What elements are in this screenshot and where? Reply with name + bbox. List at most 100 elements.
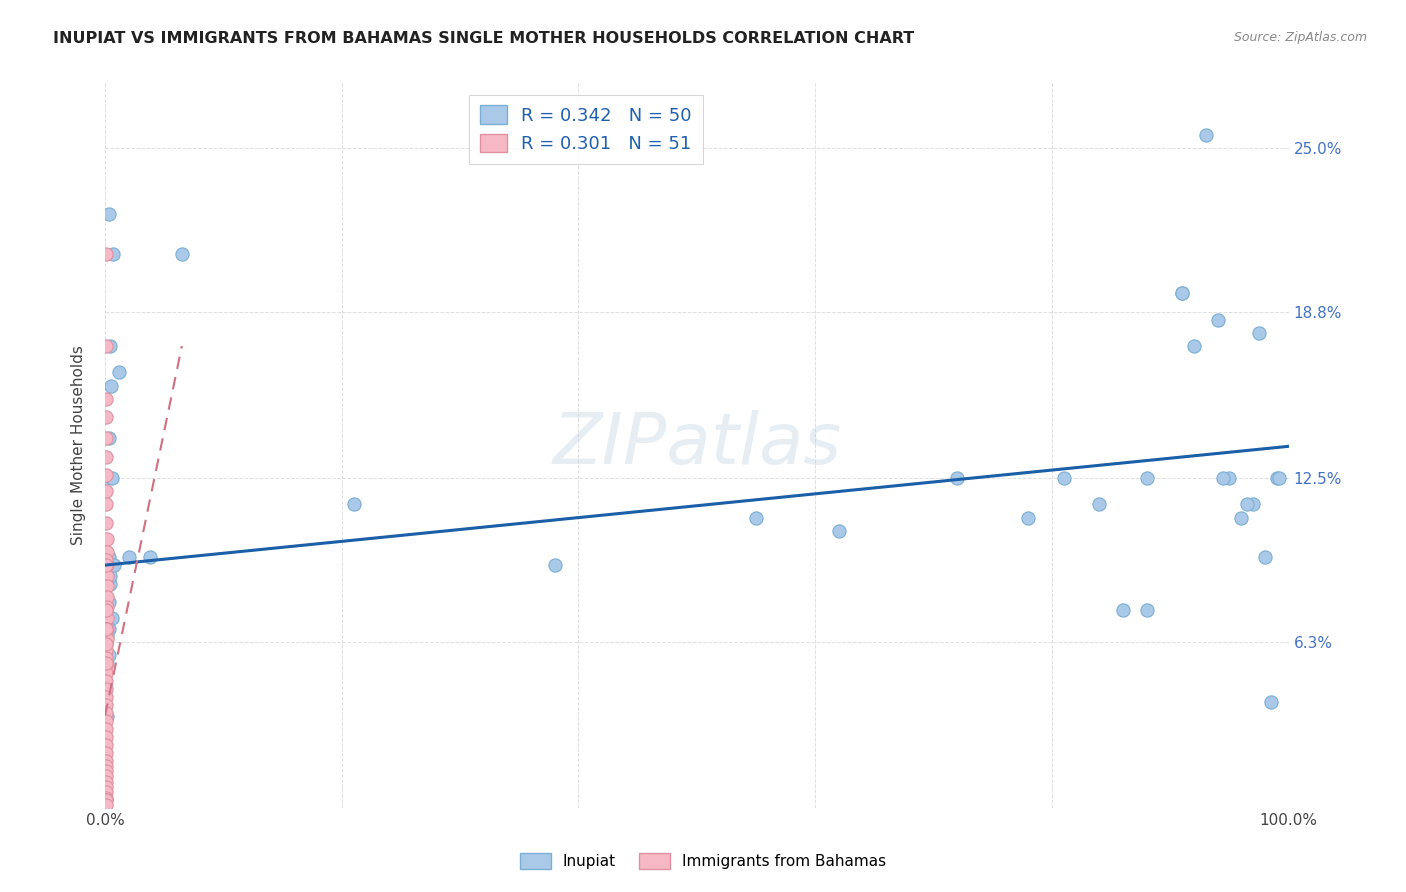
Immigrants from Bahamas: [96, 637, 118, 651]
Immigrants from Bahamas: [96, 650, 118, 665]
Immigrants from Bahamas: [96, 682, 118, 697]
Inupiat: [1265, 471, 1288, 485]
Immigrants from Bahamas: [96, 246, 118, 260]
Inupiat: [97, 622, 120, 636]
Immigrants from Bahamas: [96, 793, 118, 807]
Inupiat: [97, 648, 120, 662]
Immigrants from Bahamas: [96, 722, 118, 736]
Immigrants from Bahamas: [96, 690, 118, 705]
Immigrants from Bahamas: [96, 497, 118, 511]
Inupiat: [1241, 497, 1264, 511]
Immigrants from Bahamas: [96, 746, 118, 760]
Immigrants from Bahamas: [96, 468, 118, 483]
Inupiat: [97, 431, 120, 445]
Inupiat: [1260, 696, 1282, 710]
Inupiat: [1088, 497, 1111, 511]
Inupiat: [97, 595, 120, 609]
Immigrants from Bahamas: [96, 759, 118, 773]
Inupiat: [342, 497, 364, 511]
Inupiat: [101, 611, 124, 625]
Immigrants from Bahamas: [96, 769, 118, 783]
Immigrants from Bahamas: [96, 656, 118, 670]
Immigrants from Bahamas: [96, 658, 118, 673]
Immigrants from Bahamas: [96, 642, 118, 657]
Immigrants from Bahamas: [96, 714, 118, 728]
Inupiat: [96, 637, 118, 651]
Inupiat: [1268, 471, 1291, 485]
Inupiat: [1171, 286, 1194, 301]
Legend: Inupiat, Immigrants from Bahamas: Inupiat, Immigrants from Bahamas: [515, 847, 891, 875]
Immigrants from Bahamas: [96, 738, 118, 752]
Inupiat: [96, 471, 118, 485]
Inupiat: [1135, 471, 1157, 485]
Immigrants from Bahamas: [96, 674, 118, 689]
Inupiat: [97, 550, 120, 565]
Immigrants from Bahamas: [96, 579, 118, 593]
Immigrants from Bahamas: [96, 339, 118, 353]
Inupiat: [1182, 339, 1205, 353]
Immigrants from Bahamas: [96, 785, 118, 799]
Immigrants from Bahamas: [96, 545, 118, 559]
Inupiat: [100, 378, 122, 392]
Immigrants from Bahamas: [96, 532, 118, 546]
Inupiat: [139, 550, 162, 565]
Immigrants from Bahamas: [96, 754, 118, 768]
Immigrants from Bahamas: [96, 611, 118, 625]
Inupiat: [828, 524, 851, 538]
Immigrants from Bahamas: [96, 590, 118, 604]
Inupiat: [103, 558, 125, 573]
Inupiat: [745, 510, 768, 524]
Inupiat: [1195, 128, 1218, 142]
Immigrants from Bahamas: [96, 622, 118, 636]
Inupiat: [98, 576, 121, 591]
Immigrants from Bahamas: [96, 730, 118, 744]
Inupiat: [1230, 510, 1253, 524]
Inupiat: [1236, 497, 1258, 511]
Inupiat: [118, 550, 141, 565]
Immigrants from Bahamas: [96, 798, 118, 813]
Inupiat: [98, 568, 121, 582]
Inupiat: [1017, 510, 1039, 524]
Immigrants from Bahamas: [96, 516, 118, 530]
Y-axis label: Single Mother Households: Single Mother Households: [72, 345, 86, 545]
Inupiat: [96, 656, 118, 670]
Inupiat: [1112, 603, 1135, 617]
Immigrants from Bahamas: [96, 632, 118, 646]
Immigrants from Bahamas: [96, 568, 118, 582]
Immigrants from Bahamas: [96, 410, 118, 425]
Immigrants from Bahamas: [96, 666, 118, 681]
Text: ZIPatlas: ZIPatlas: [553, 410, 841, 480]
Immigrants from Bahamas: [96, 600, 118, 615]
Immigrants from Bahamas: [96, 698, 118, 712]
Immigrants from Bahamas: [96, 793, 118, 807]
Inupiat: [103, 246, 125, 260]
Inupiat: [1053, 471, 1076, 485]
Inupiat: [98, 339, 121, 353]
Inupiat: [170, 246, 193, 260]
Inupiat: [946, 471, 969, 485]
Immigrants from Bahamas: [96, 484, 118, 499]
Inupiat: [1171, 286, 1194, 301]
Inupiat: [544, 558, 567, 573]
Text: INUPIAT VS IMMIGRANTS FROM BAHAMAS SINGLE MOTHER HOUSEHOLDS CORRELATION CHART: INUPIAT VS IMMIGRANTS FROM BAHAMAS SINGL…: [53, 31, 915, 46]
Immigrants from Bahamas: [96, 622, 118, 636]
Immigrants from Bahamas: [96, 392, 118, 406]
Immigrants from Bahamas: [96, 553, 118, 567]
Immigrants from Bahamas: [96, 558, 118, 573]
Inupiat: [1254, 550, 1277, 565]
Inupiat: [1218, 471, 1240, 485]
Immigrants from Bahamas: [96, 558, 118, 573]
Inupiat: [96, 629, 118, 643]
Immigrants from Bahamas: [96, 764, 118, 778]
Inupiat: [101, 471, 124, 485]
Text: Source: ZipAtlas.com: Source: ZipAtlas.com: [1233, 31, 1367, 45]
Immigrants from Bahamas: [96, 603, 118, 617]
Inupiat: [1212, 471, 1234, 485]
Inupiat: [1135, 603, 1157, 617]
Immigrants from Bahamas: [96, 790, 118, 805]
Inupiat: [1206, 312, 1229, 326]
Inupiat: [108, 365, 131, 379]
Inupiat: [96, 708, 118, 723]
Immigrants from Bahamas: [96, 774, 118, 789]
Inupiat: [1247, 326, 1270, 340]
